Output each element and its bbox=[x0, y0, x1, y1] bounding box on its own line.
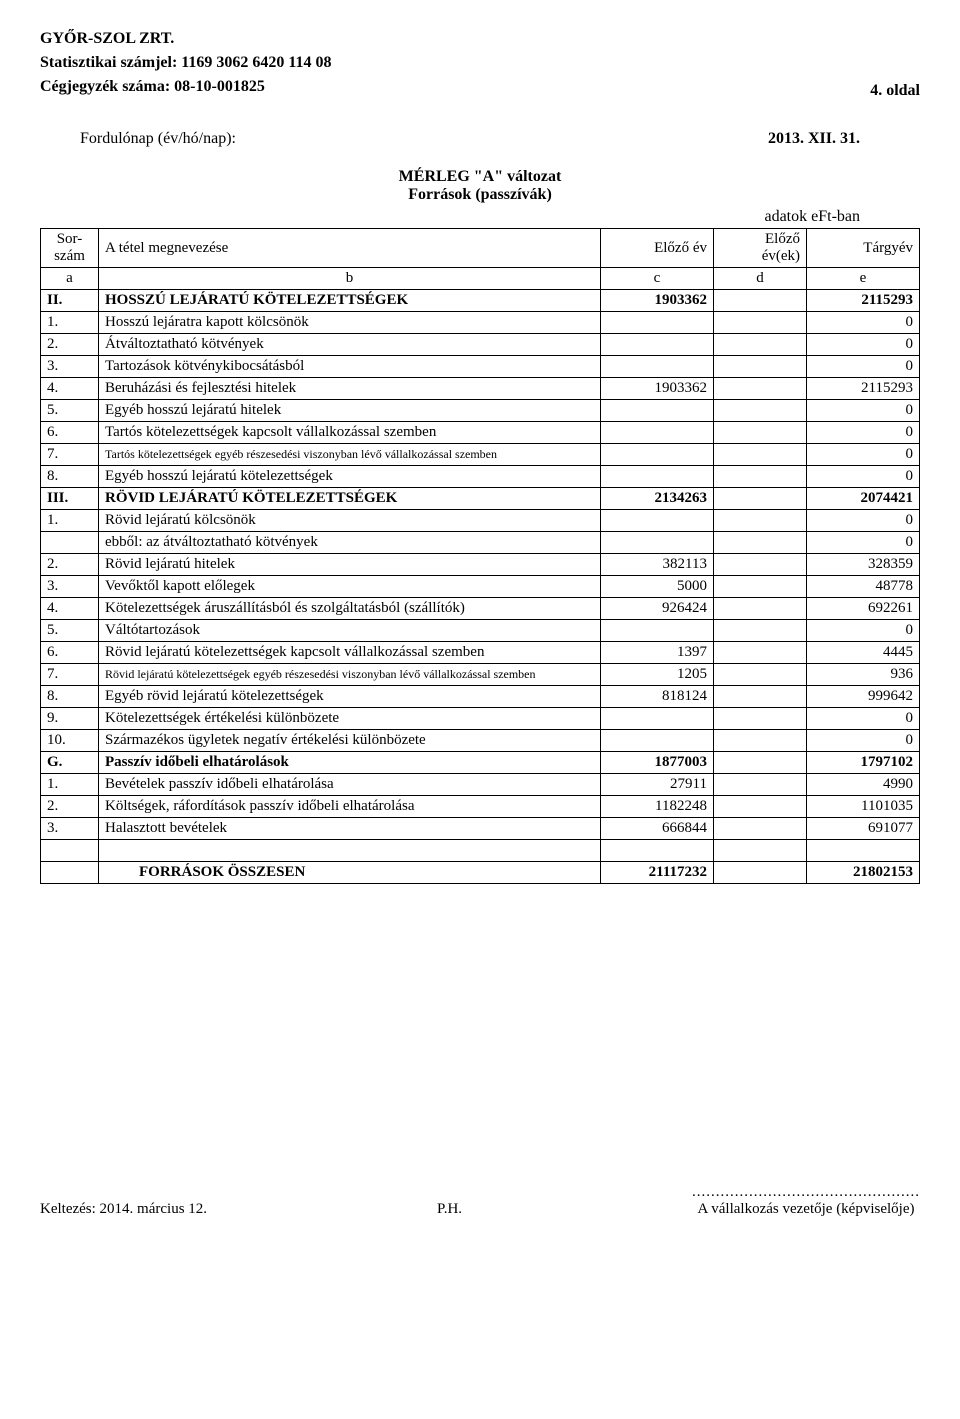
date-value: 2013. XII. 31. bbox=[768, 130, 860, 148]
table-row: 8.Egyéb rövid lejáratú kötelezettségek81… bbox=[41, 686, 920, 708]
table-row: III.RÖVID LEJÁRATÚ KÖTELEZETTSÉGEK213426… bbox=[41, 488, 920, 510]
col-header-sorszam: Sor-szám bbox=[41, 229, 99, 268]
table-row: 4.Beruházási és fejlesztési hitelek19033… bbox=[41, 378, 920, 400]
table-row: 4.Kötelezettségek áruszállításból és szo… bbox=[41, 598, 920, 620]
table-row: 5.Egyéb hosszú lejáratú hitelek0 bbox=[41, 400, 920, 422]
table-row: ebből: az átváltoztatható kötvények0 bbox=[41, 532, 920, 554]
stat-number: Statisztikai számjel: 1169 3062 6420 114… bbox=[40, 54, 920, 72]
col-letter-b: b bbox=[99, 268, 601, 290]
table-row: 5.Váltótartozások0 bbox=[41, 620, 920, 642]
footer-ph: P.H. bbox=[437, 1201, 462, 1218]
table-row: 1.Rövid lejáratú kölcsönök0 bbox=[41, 510, 920, 532]
col-letter-e: e bbox=[807, 268, 920, 290]
table-row: 2.Rövid lejáratú hitelek382113328359 bbox=[41, 554, 920, 576]
col-header-elozo-ev: Előző év bbox=[601, 229, 714, 268]
table-row: 7.Rövid lejáratú kötelezettségek egyéb r… bbox=[41, 664, 920, 686]
table-row: II.HOSSZÚ LEJÁRATÚ KÖTELEZETTSÉGEK190336… bbox=[41, 290, 920, 312]
col-header-elozo-evek: Előzőév(ek) bbox=[714, 229, 807, 268]
table-row: 8.Egyéb hosszú lejáratú kötelezettségek0 bbox=[41, 466, 920, 488]
col-letter-c: c bbox=[601, 268, 714, 290]
table-row: 7.Tartós kötelezettségek egyéb részesedé… bbox=[41, 444, 920, 466]
table-row: 3.Halasztott bevételek666844691077 bbox=[41, 818, 920, 840]
table-row: 6.Tartós kötelezettségek kapcsolt vállal… bbox=[41, 422, 920, 444]
table-row: 3.Vevőktől kapott előlegek500048778 bbox=[41, 576, 920, 598]
footer: Keltezés: 2014. március 12. P.H. .......… bbox=[40, 1184, 920, 1218]
table-row: 9.Kötelezettségek értékelési különbözete… bbox=[41, 708, 920, 730]
table-row: 10.Származékos ügyletek negatív értékelé… bbox=[41, 730, 920, 752]
company-name: GYŐR-SZOL ZRT. bbox=[40, 30, 920, 48]
doc-title-2: Források (passzívák) bbox=[280, 186, 680, 204]
spacer-row bbox=[41, 840, 920, 862]
col-header-targyev: Tárgyév bbox=[807, 229, 920, 268]
col-letter-a: a bbox=[41, 268, 99, 290]
signature-label: A vállalkozás vezetője (képviselője) bbox=[692, 1201, 920, 1218]
table-row: 2.Költségek, ráfordítások passzív időbel… bbox=[41, 796, 920, 818]
balance-table: Sor-szám A tétel megnevezése Előző év El… bbox=[40, 228, 920, 884]
table-row: 1.Hosszú lejáratra kapott kölcsönök0 bbox=[41, 312, 920, 334]
date-label: Fordulónap (év/hó/nap): bbox=[80, 130, 236, 148]
table-row: 1.Bevételek passzív időbeli elhatárolása… bbox=[41, 774, 920, 796]
unit-label: adatok eFt-ban bbox=[40, 208, 920, 226]
doc-title-1: MÉRLEG "A" változat bbox=[280, 168, 680, 186]
table-row: 2.Átváltoztatható kötvények0 bbox=[41, 334, 920, 356]
col-header-megnevezes: A tétel megnevezése bbox=[99, 229, 601, 268]
signature-line: ........................................… bbox=[692, 1184, 920, 1201]
table-row: G.Passzív időbeli elhatárolások187700317… bbox=[41, 752, 920, 774]
table-row: 6.Rövid lejáratú kötelezettségek kapcsol… bbox=[41, 642, 920, 664]
sum-row: FORRÁSOK ÖSSZESEN2111723221802153 bbox=[41, 862, 920, 884]
col-letter-d: d bbox=[714, 268, 807, 290]
footer-date: Keltezés: 2014. március 12. bbox=[40, 1201, 207, 1218]
table-row: 3.Tartozások kötvénykibocsátásból0 bbox=[41, 356, 920, 378]
